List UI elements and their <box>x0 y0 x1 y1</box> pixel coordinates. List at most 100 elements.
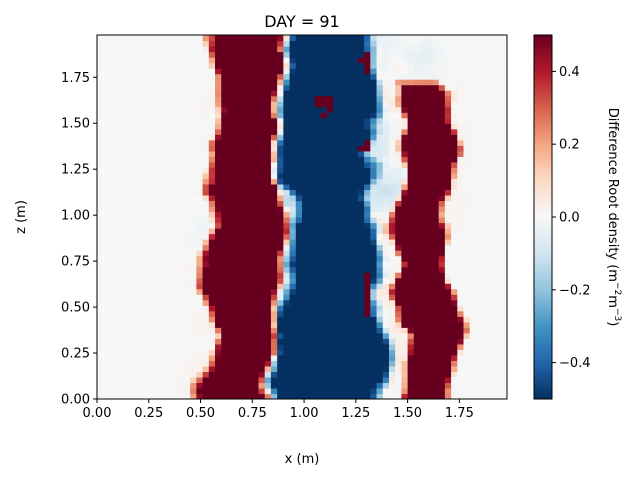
heatmap-cell <box>339 349 347 356</box>
heatmap-cell <box>171 376 179 384</box>
heatmap-cell <box>382 338 390 345</box>
heatmap-cell <box>152 178 160 185</box>
heatmap-cell <box>488 95 496 102</box>
heatmap-cell <box>190 354 197 361</box>
heatmap-cell <box>463 51 471 58</box>
heatmap-cell <box>351 73 359 80</box>
heatmap-cell <box>364 228 371 235</box>
heatmap-cell <box>413 327 421 334</box>
heatmap-cell <box>432 161 440 168</box>
heatmap-cell <box>115 123 123 130</box>
heatmap-cell <box>128 294 135 301</box>
heatmap-cell <box>252 365 260 373</box>
heatmap-cell <box>289 95 297 102</box>
heatmap-cell <box>277 200 284 207</box>
heatmap-cell <box>103 349 111 356</box>
heatmap-cell <box>420 239 427 246</box>
heatmap-cell <box>159 62 166 69</box>
heatmap-cell <box>345 288 353 295</box>
heatmap-cell <box>413 117 421 124</box>
heatmap-cell <box>115 299 123 306</box>
heatmap-cell <box>444 73 452 80</box>
heatmap-cell <box>246 233 253 240</box>
heatmap-cell <box>457 305 465 312</box>
heatmap-cell <box>451 316 458 323</box>
heatmap-cell <box>202 327 210 334</box>
heatmap-cell <box>401 35 409 42</box>
heatmap-cell <box>270 84 278 91</box>
heatmap-cell <box>488 365 496 373</box>
heatmap-cell <box>159 217 166 224</box>
heatmap-cell <box>451 376 458 384</box>
heatmap-cell <box>382 106 390 113</box>
heatmap-cell <box>326 150 334 157</box>
heatmap-cell <box>426 150 434 157</box>
heatmap-cell <box>165 239 173 246</box>
heatmap-cell <box>444 283 452 290</box>
heatmap-cell <box>469 327 477 334</box>
heatmap-cell <box>308 68 316 75</box>
heatmap-cell <box>420 101 427 108</box>
heatmap-cell <box>357 382 365 389</box>
heatmap-cell <box>289 35 297 42</box>
heatmap-cell <box>227 178 235 185</box>
heatmap-cell <box>252 35 260 42</box>
heatmap-cell <box>295 305 303 312</box>
heatmap-cell <box>345 117 353 124</box>
heatmap-cell <box>289 382 297 389</box>
heatmap-cell <box>233 338 241 345</box>
heatmap-cell <box>469 35 477 42</box>
heatmap-cell <box>382 244 390 251</box>
heatmap-cell <box>413 321 421 328</box>
heatmap-cell <box>233 371 241 378</box>
heatmap-cell <box>382 40 390 47</box>
heatmap-cell <box>420 354 427 361</box>
heatmap-cell <box>451 51 458 58</box>
heatmap-cell <box>432 128 440 135</box>
heatmap-cell <box>432 117 440 124</box>
heatmap-cell <box>357 106 365 113</box>
heatmap-cell <box>190 134 197 141</box>
heatmap-cell <box>438 183 446 191</box>
heatmap-cell <box>159 376 166 384</box>
heatmap-cell <box>221 228 229 235</box>
heatmap-cell <box>438 277 446 284</box>
heatmap-cell <box>351 349 359 356</box>
heatmap-cell <box>233 194 241 202</box>
heatmap-cell <box>488 123 496 130</box>
heatmap-cell <box>239 161 247 168</box>
heatmap-cell <box>134 211 142 218</box>
heatmap-cell <box>277 327 284 334</box>
heatmap-cell <box>463 261 471 268</box>
heatmap-cell <box>463 128 471 135</box>
heatmap-cell <box>482 183 489 191</box>
heatmap-cell <box>270 283 278 290</box>
heatmap-cell <box>482 272 489 279</box>
heatmap-cell <box>289 106 297 113</box>
heatmap-cell <box>333 294 340 301</box>
heatmap-cell <box>357 387 365 395</box>
heatmap-cell <box>482 371 489 378</box>
heatmap-cell <box>500 62 507 69</box>
heatmap-cell <box>500 288 507 295</box>
heatmap-cell <box>488 90 496 97</box>
heatmap-cell <box>289 354 297 361</box>
heatmap-cell <box>165 338 173 345</box>
heatmap-cell <box>128 68 135 75</box>
heatmap-cell <box>463 200 471 207</box>
heatmap-cell <box>351 382 359 389</box>
heatmap-cell <box>357 68 365 75</box>
heatmap-cell <box>494 178 502 185</box>
heatmap-cell <box>239 95 247 102</box>
heatmap-cell <box>488 150 496 157</box>
heatmap-cell <box>258 244 266 251</box>
heatmap-cell <box>308 376 316 384</box>
heatmap-cell <box>252 316 260 323</box>
heatmap-cell <box>121 272 129 279</box>
heatmap-cell <box>289 178 297 185</box>
heatmap-cell <box>277 35 284 42</box>
heatmap-cell <box>302 299 309 306</box>
heatmap-cell <box>159 46 166 53</box>
heatmap-cell <box>159 90 166 97</box>
heatmap-cell <box>407 228 415 235</box>
